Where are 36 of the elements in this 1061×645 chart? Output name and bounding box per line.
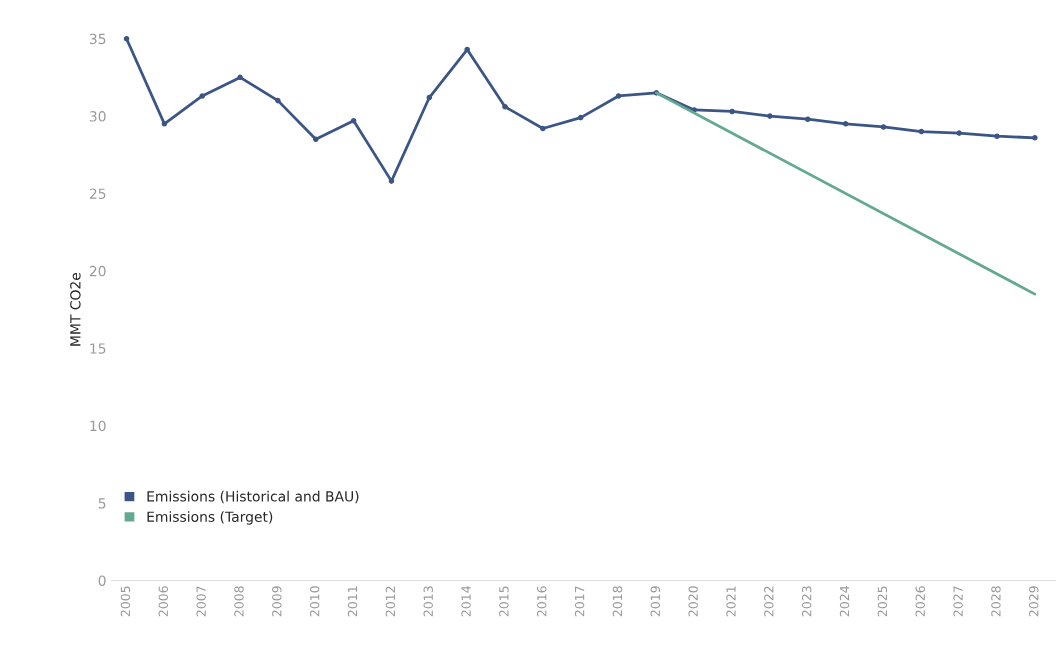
x-tick-label: 2019 <box>650 586 661 617</box>
y-tick-label: 0 <box>98 575 106 586</box>
x-tick-label: 2016 <box>537 586 547 617</box>
x-tick-label: 2015 <box>499 586 509 617</box>
x-tick-label: 2010 <box>309 586 320 617</box>
y-tick-label: 35 <box>89 33 106 45</box>
x-tick-label: 2021 <box>726 586 736 617</box>
x-tick-label: 2008 <box>234 586 244 617</box>
y-tick-label: 25 <box>89 188 106 199</box>
x-tick-label: 2009 <box>272 586 282 617</box>
x-tick-label: 2026 <box>915 586 925 617</box>
x-tick-label: 2020 <box>688 586 698 617</box>
x-tick-label: 2011 <box>347 586 358 617</box>
x-tick-label: 2029 <box>1029 586 1039 617</box>
x-tick-label: 2013 <box>423 586 433 617</box>
y-axis-title: MMT CO2e <box>70 272 81 346</box>
x-tick-label: 2017 <box>574 586 585 617</box>
x-tick-label: 2027 <box>953 586 963 617</box>
y-tick-label: 15 <box>90 343 106 354</box>
x-tick-label: 2022 <box>764 586 774 617</box>
x-tick-label: 2024 <box>839 586 850 617</box>
y-tick-label: 30 <box>89 111 106 122</box>
x-tick-label: 2005 <box>120 586 131 617</box>
legend-label: Emissions (Historical and BAU) <box>147 490 359 504</box>
x-tick-label: 2012 <box>385 586 396 617</box>
x-tick-label: 2025 <box>877 586 888 617</box>
x-tick-label: 2023 <box>801 586 812 617</box>
legend-label: Emissions (Target) <box>147 511 273 525</box>
y-tick-label: 10 <box>90 420 106 432</box>
x-tick-label: 2028 <box>991 586 1001 617</box>
x-tick-label: 2018 <box>612 586 623 617</box>
x-tick-label: 2007 <box>196 586 206 617</box>
y-tick-label: 5 <box>98 498 106 509</box>
x-tick-label: 2006 <box>158 586 169 617</box>
y-tick-label: 20 <box>89 265 106 277</box>
x-tick-label: 2014 <box>461 586 471 617</box>
